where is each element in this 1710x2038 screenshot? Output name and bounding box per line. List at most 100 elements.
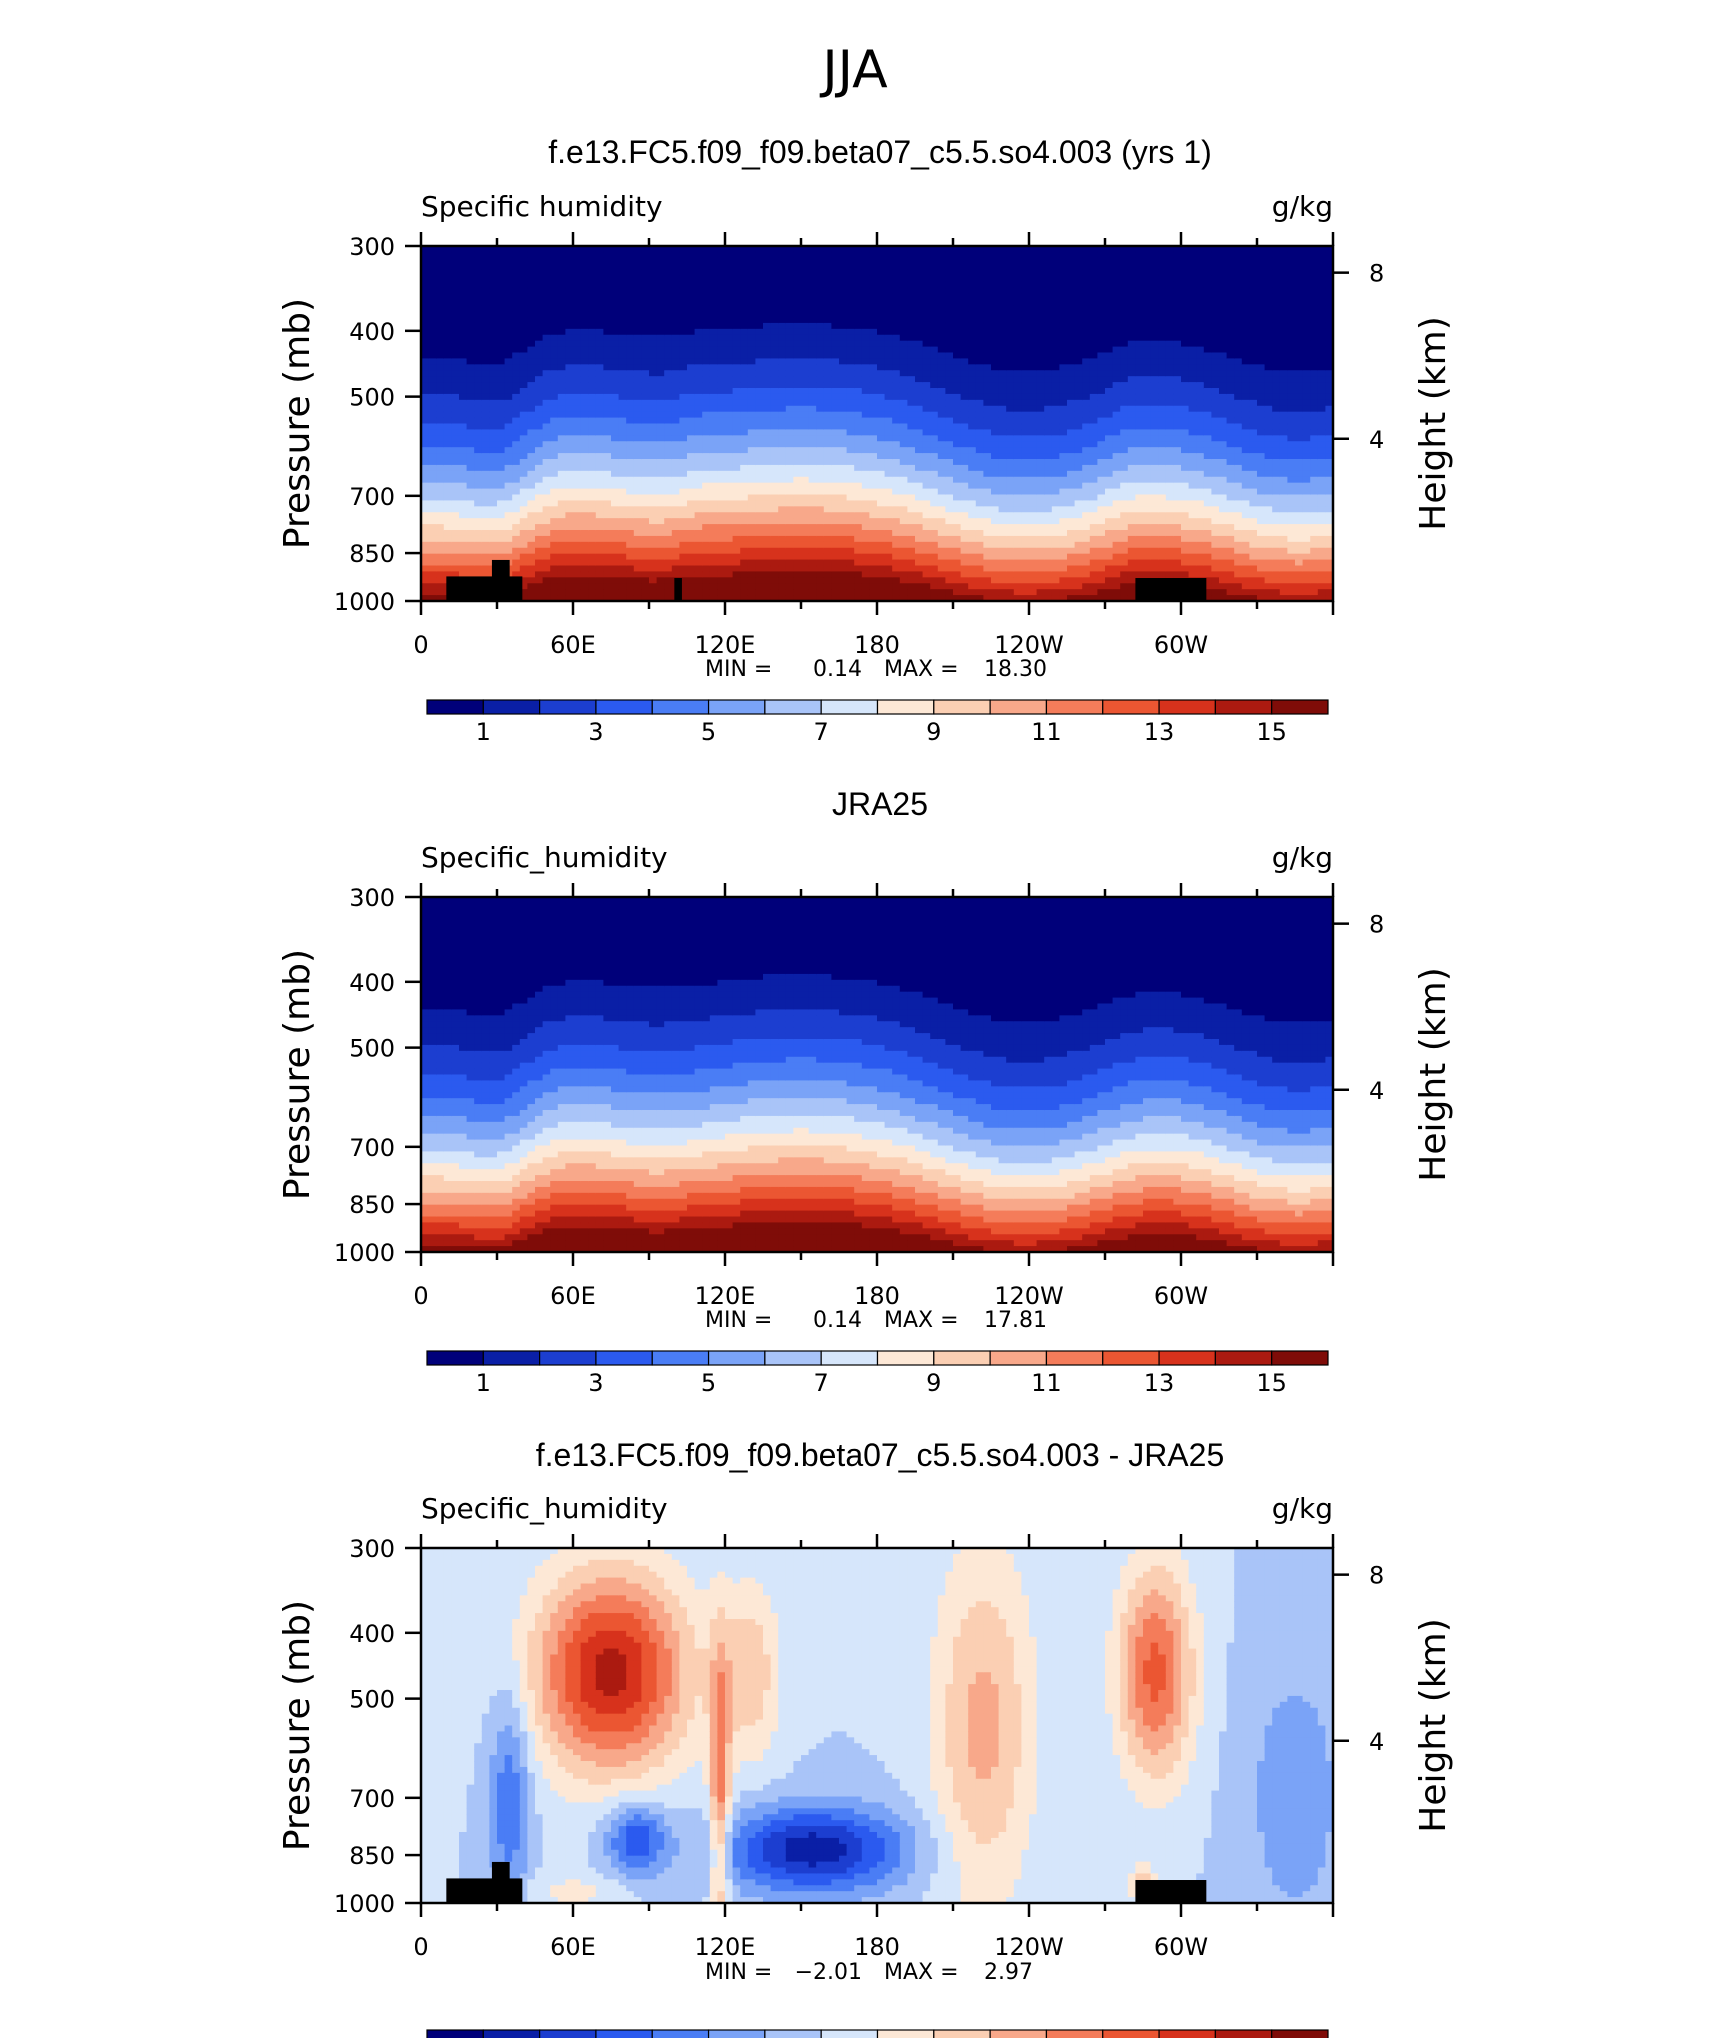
field-cell: [588, 352, 597, 360]
field-cell: [998, 411, 1007, 419]
field-cell: [421, 547, 430, 555]
field-cell: [892, 589, 901, 596]
field-cell: [930, 435, 939, 442]
field-cell: [671, 435, 680, 442]
field-cell: [671, 281, 680, 289]
field-cell: [725, 417, 734, 425]
field-cell: [459, 547, 468, 555]
field-cell: [846, 346, 855, 354]
field-cell: [801, 494, 810, 502]
field-cell: [550, 317, 559, 324]
field-cell: [846, 393, 855, 401]
field-cell: [968, 393, 977, 401]
field-cell: [633, 512, 642, 519]
field-cell: [960, 299, 969, 306]
field-cell: [671, 411, 680, 419]
field-cell: [740, 595, 749, 602]
field-cell: [732, 476, 741, 484]
field-cell: [793, 429, 802, 436]
field-cell: [816, 571, 825, 578]
field-cell: [512, 441, 521, 448]
field-cell: [1029, 464, 1038, 472]
field-cell: [550, 435, 559, 442]
field-cell: [557, 376, 566, 383]
field-cell: [991, 305, 1000, 312]
field-cell: [877, 417, 886, 425]
field-cell: [611, 547, 620, 555]
field-cell: [588, 470, 597, 478]
field-cell: [755, 269, 764, 277]
field-cell: [785, 535, 794, 543]
field-cell: [687, 317, 696, 324]
field-cell: [839, 535, 848, 543]
field-cell: [899, 417, 908, 425]
field-cell: [861, 311, 870, 318]
field-cell: [869, 305, 878, 312]
field-cell: [641, 257, 650, 265]
field-cell: [937, 405, 946, 413]
field-cell: [1006, 583, 1015, 590]
field-cell: [968, 429, 977, 436]
field-cell: [1044, 358, 1053, 365]
field-cell: [421, 311, 430, 318]
field-cell: [512, 317, 521, 324]
field-cell: [922, 565, 931, 573]
field-cell: [664, 346, 673, 354]
field-cell: [869, 340, 878, 348]
field-cell: [709, 476, 718, 484]
field-cell: [481, 328, 490, 336]
field-cell: [823, 553, 832, 561]
field-cell: [854, 263, 863, 271]
field-cell: [846, 518, 855, 525]
field-cell: [793, 470, 802, 478]
field-cell: [687, 299, 696, 306]
field-cell: [656, 246, 665, 253]
field-cell: [611, 459, 620, 466]
field-cell: [1044, 435, 1053, 442]
field-cell: [839, 435, 848, 442]
field-cell: [960, 559, 969, 567]
field-cell: [983, 322, 992, 330]
field-cell: [573, 518, 582, 525]
field-cell: [633, 459, 642, 466]
field-cell: [466, 328, 475, 336]
field-cell: [489, 287, 498, 294]
field-cell: [481, 411, 490, 419]
field-cell: [459, 382, 468, 389]
field-cell: [535, 530, 544, 537]
field-cell: [497, 305, 506, 312]
field-cell: [588, 334, 597, 342]
field-cell: [603, 328, 612, 336]
field-cell: [527, 553, 536, 561]
field-cell: [823, 535, 832, 543]
field-cell: [626, 358, 635, 365]
field-cell: [770, 275, 779, 283]
field-cell: [1013, 281, 1022, 289]
field-cell: [1044, 411, 1053, 419]
field-cell: [527, 399, 536, 407]
field-cell: [618, 541, 627, 549]
field-cell: [831, 459, 840, 466]
field-cell: [899, 524, 908, 531]
field-cell: [618, 565, 627, 573]
field-cell: [785, 340, 794, 348]
field-cell: [1044, 364, 1053, 371]
field-cell: [573, 435, 582, 442]
field-cell: [770, 311, 779, 318]
field-cell: [428, 547, 437, 555]
field-cell: [869, 299, 878, 306]
field-cell: [899, 547, 908, 555]
field-cell: [839, 358, 848, 365]
field-cell: [732, 441, 741, 448]
field-cell: [922, 251, 931, 259]
field-cell: [869, 358, 878, 365]
field-cell: [474, 382, 483, 389]
field-cell: [611, 322, 620, 330]
field-cell: [785, 441, 794, 448]
field-cell: [915, 275, 924, 283]
field-cell: [618, 524, 627, 531]
field-cell: [611, 494, 620, 502]
field-cell: [1013, 429, 1022, 436]
field-cell: [892, 246, 901, 253]
field-cell: [641, 305, 650, 312]
